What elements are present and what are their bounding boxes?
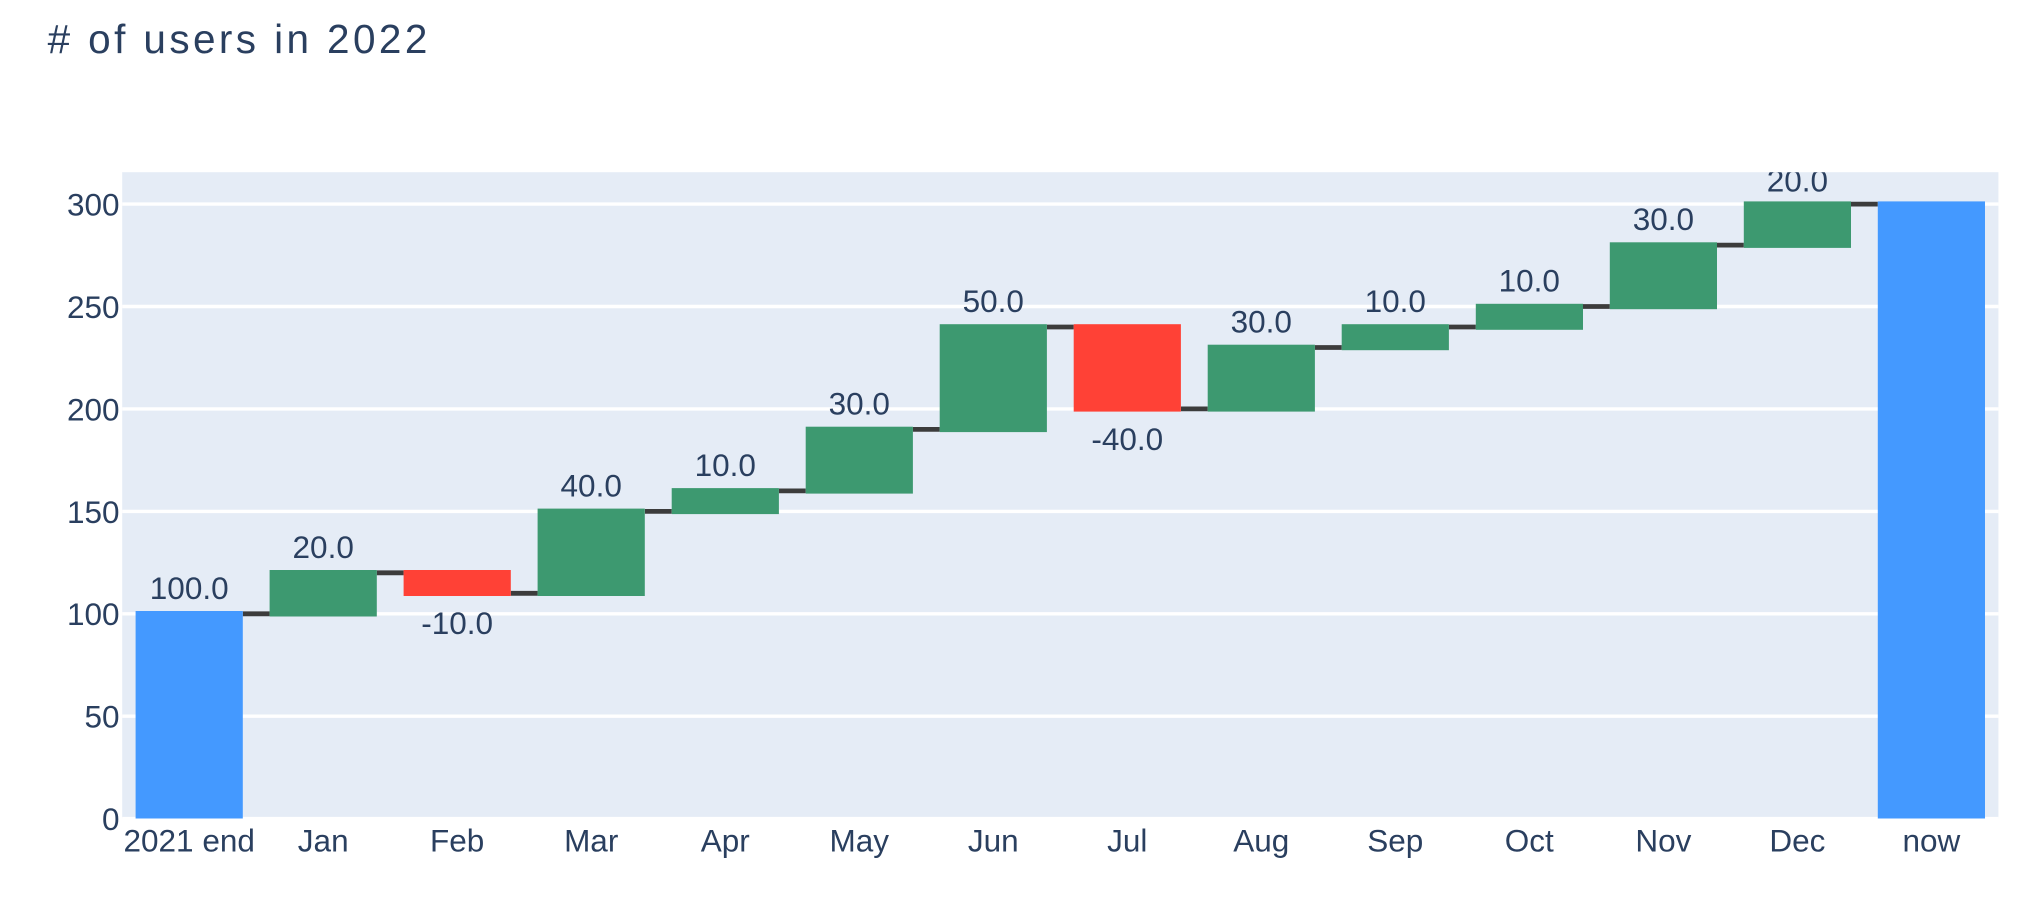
svg-text:Sep: Sep [1367, 823, 1423, 859]
svg-text:10.0: 10.0 [1365, 283, 1426, 319]
svg-text:Apr: Apr [701, 823, 750, 859]
svg-text:Jan: Jan [298, 823, 349, 859]
svg-text:0: 0 [102, 801, 120, 837]
svg-text:Dec: Dec [1769, 823, 1825, 859]
svg-text:40.0: 40.0 [561, 467, 622, 503]
svg-text:30.0: 30.0 [1231, 304, 1292, 340]
svg-text:30.0: 30.0 [1633, 201, 1694, 237]
svg-text:Nov: Nov [1635, 823, 1691, 859]
svg-text:Mar: Mar [564, 823, 618, 859]
svg-text:10.0: 10.0 [1499, 263, 1560, 299]
svg-text:20.0: 20.0 [293, 529, 354, 565]
svg-text:50: 50 [84, 699, 119, 735]
svg-text:250: 250 [67, 289, 120, 325]
svg-text:20.0: 20.0 [1767, 162, 1828, 198]
svg-text:100.0: 100.0 [150, 570, 229, 606]
svg-text:Jul: Jul [1107, 823, 1147, 859]
svg-text:Feb: Feb [430, 823, 484, 859]
svg-text:2021 end: 2021 end [124, 823, 255, 859]
svg-text:10.0: 10.0 [695, 447, 756, 483]
svg-text:50.0: 50.0 [963, 283, 1024, 319]
svg-text:30.0: 30.0 [829, 386, 890, 422]
svg-text:300: 300 [67, 187, 120, 223]
svg-text:-40.0: -40.0 [1091, 421, 1163, 457]
svg-text:200: 200 [67, 391, 120, 427]
svg-text:Jun: Jun [968, 823, 1019, 859]
svg-text:100: 100 [67, 596, 120, 632]
svg-text:150: 150 [67, 494, 120, 530]
svg-text:Aug: Aug [1233, 823, 1289, 859]
svg-text:Oct: Oct [1505, 823, 1554, 859]
svg-text:now: now [1903, 823, 1961, 859]
svg-text:May: May [830, 823, 890, 859]
svg-text:-10.0: -10.0 [421, 605, 493, 641]
svg-text:# of users in 2022: # of users in 2022 [48, 16, 431, 62]
